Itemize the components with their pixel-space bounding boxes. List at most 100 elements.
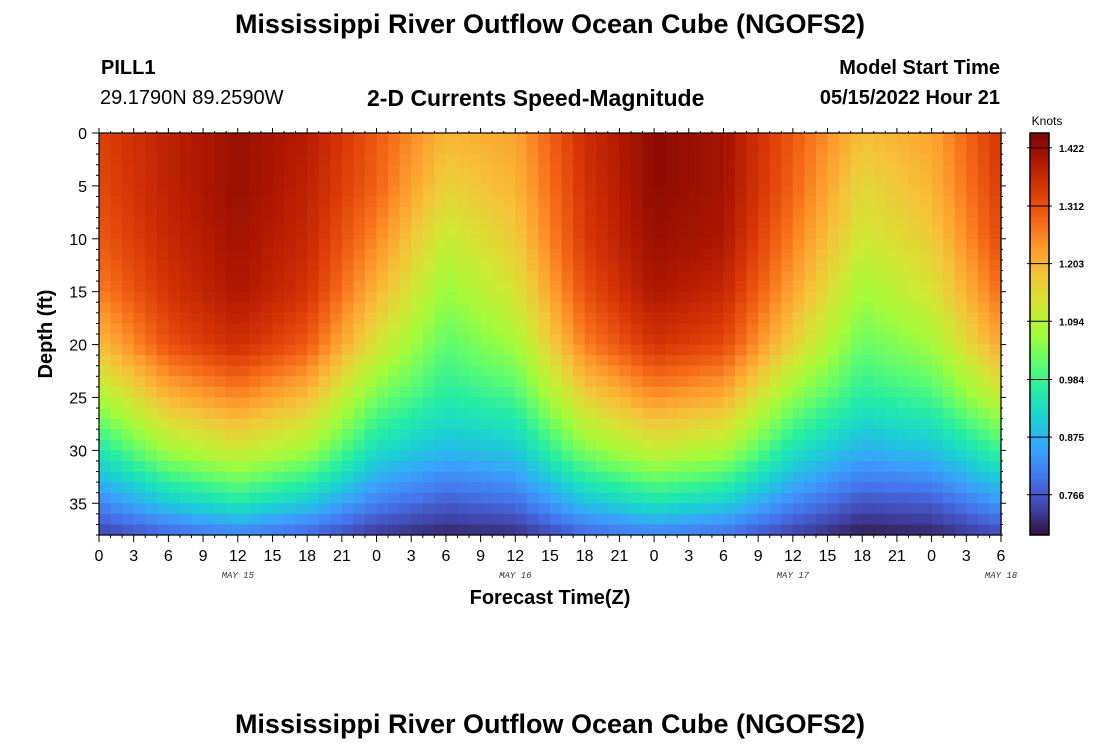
- heatmap-cell: [723, 365, 736, 377]
- heatmap-cell: [272, 228, 285, 240]
- heatmap-cell: [237, 228, 250, 240]
- heatmap-cell: [677, 312, 690, 325]
- heatmap-cell: [272, 471, 285, 483]
- heatmap-cell: [746, 355, 759, 367]
- heatmap-cell: [839, 492, 852, 504]
- heatmap-cell: [735, 133, 748, 145]
- heatmap-cell: [827, 513, 840, 526]
- heatmap-cell: [977, 429, 991, 441]
- heatmap-cell: [411, 217, 424, 229]
- heatmap-cell: [804, 503, 817, 515]
- heatmap-cell: [550, 471, 563, 483]
- heatmap-cell: [272, 196, 285, 208]
- heatmap-cell: [873, 259, 886, 272]
- heatmap-cell: [931, 418, 944, 430]
- heatmap-cell: [457, 270, 470, 282]
- heatmap-cell: [526, 513, 540, 526]
- heatmap-cell: [203, 429, 216, 441]
- heatmap-cell: [388, 207, 401, 219]
- heatmap-cell: [700, 323, 713, 335]
- y-tick-label: 30: [69, 443, 87, 460]
- heatmap-cell: [110, 302, 123, 314]
- heatmap-cell: [654, 429, 667, 441]
- heatmap-cell: [399, 154, 412, 166]
- heatmap-cell: [388, 492, 401, 504]
- heatmap-cell: [665, 228, 678, 240]
- heatmap-cell: [804, 207, 817, 219]
- heatmap-cell: [573, 143, 586, 155]
- heatmap-cell: [260, 418, 274, 430]
- heatmap-cell: [584, 524, 597, 536]
- heatmap-cell: [538, 334, 551, 346]
- heatmap-cell: [943, 133, 956, 145]
- heatmap-cell: [885, 196, 898, 208]
- heatmap-cell: [122, 524, 135, 536]
- heatmap-cell: [642, 143, 655, 155]
- heatmap-cell: [920, 291, 933, 303]
- heatmap-cell: [815, 524, 829, 536]
- heatmap-cell: [341, 460, 355, 473]
- heatmap-cell: [804, 460, 817, 473]
- heatmap-cell: [376, 281, 389, 293]
- heatmap-cell: [214, 196, 227, 208]
- heatmap-cell: [515, 164, 528, 176]
- heatmap-cell: [781, 397, 794, 409]
- heatmap-cell: [584, 418, 597, 430]
- heatmap-cell: [630, 482, 644, 494]
- heatmap-cell: [873, 429, 886, 441]
- x-tick-label: 21: [888, 548, 906, 565]
- heatmap-cell: [145, 175, 158, 187]
- heatmap-cell: [388, 460, 401, 473]
- heatmap-cell: [966, 524, 979, 536]
- heatmap-cell: [318, 355, 331, 367]
- heatmap-cell: [434, 270, 447, 282]
- heatmap-cell: [492, 291, 505, 303]
- heatmap-cell: [943, 460, 956, 473]
- heatmap-cell: [596, 185, 609, 198]
- heatmap-cell: [388, 281, 401, 293]
- heatmap-cell: [781, 355, 794, 367]
- heatmap-cell: [353, 397, 366, 409]
- heatmap-cell: [723, 376, 736, 388]
- heatmap-cell: [122, 460, 135, 473]
- heatmap-cell: [422, 492, 435, 504]
- heatmap-cell: [931, 482, 944, 494]
- y-tick-label: 15: [69, 285, 87, 302]
- heatmap-cell: [330, 450, 343, 462]
- heatmap-cell: [804, 249, 817, 261]
- heatmap-cell: [469, 228, 482, 240]
- heatmap-cell: [122, 408, 135, 420]
- heatmap-cell: [746, 312, 759, 325]
- heatmap-cell: [307, 450, 320, 462]
- heatmap-cell: [815, 133, 829, 145]
- heatmap-cell: [977, 524, 991, 536]
- heatmap-cell: [341, 302, 355, 314]
- heatmap-cell: [654, 207, 667, 219]
- heatmap-cell: [203, 217, 216, 229]
- heatmap-cell: [966, 217, 979, 229]
- heatmap-cell: [781, 482, 794, 494]
- heatmap-cell: [480, 238, 493, 250]
- heatmap-cell: [376, 164, 389, 176]
- heatmap-cell: [873, 185, 886, 198]
- heatmap-cell: [769, 185, 782, 198]
- heatmap-cell: [145, 376, 158, 388]
- heatmap-cell: [792, 259, 806, 272]
- heatmap-cell: [700, 270, 713, 282]
- heatmap-cell: [364, 503, 378, 515]
- heatmap-cell: [191, 154, 204, 166]
- x-tick-label: 6: [441, 548, 450, 565]
- heatmap-cell: [642, 344, 655, 356]
- heatmap-cell: [711, 175, 725, 187]
- heatmap-cell: [723, 217, 736, 229]
- heatmap-cell: [758, 344, 771, 356]
- heatmap-cell: [954, 397, 967, 409]
- heatmap-cell: [110, 323, 123, 335]
- heatmap-cell: [388, 355, 401, 367]
- heatmap-cell: [966, 302, 979, 314]
- heatmap-cell: [191, 196, 204, 208]
- heatmap-cell: [214, 513, 227, 526]
- heatmap-cell: [862, 408, 875, 420]
- heatmap-cell: [469, 376, 482, 388]
- heatmap-cell: [376, 439, 389, 451]
